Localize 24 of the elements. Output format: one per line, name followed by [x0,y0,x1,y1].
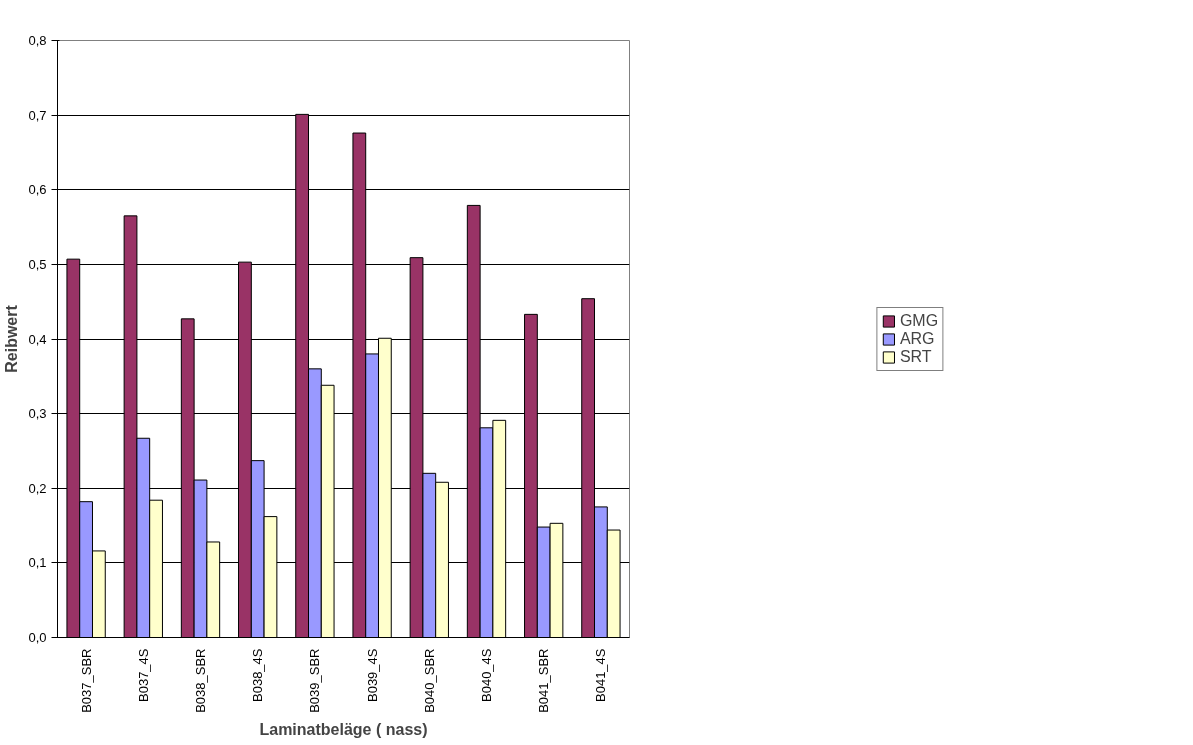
legend-label: SRT [899,347,932,366]
x-tick-label: B039_SBR [307,648,323,713]
legend-label: ARG [899,329,935,348]
y-tick-label: 0,6 [28,182,47,198]
x-tick-label: B040_4S [479,648,494,702]
x-axis-title: Laminatbeläge ( nass) [259,720,428,738]
y-tick-label: 0,2 [28,480,47,496]
legend-label: GMG [899,311,939,330]
y-tick-label: 0,3 [28,406,47,422]
x-tick-label: B037_4S [135,648,151,702]
y-axis-title: Reibwert [3,304,21,373]
x-tick-label: B038_SBR [193,648,208,713]
x-tick-label: B040_SBR [421,648,437,713]
y-tick-label: 0,7 [28,107,47,123]
x-tick-label: B038_4S [250,648,266,702]
x-tick-label: B037_SBR [78,648,94,713]
y-tick-label: 0,0 [28,630,47,645]
y-tick-label: 0,5 [28,256,47,272]
x-tick-label: B041_SBR [536,648,552,713]
x-tick-label: B039_4S [364,648,380,702]
x-tick-label: B041_4S [593,648,609,702]
y-tick-label: 0,1 [28,555,47,571]
y-tick-label: 0,4 [28,331,47,347]
y-tick-label: 0,8 [28,33,47,48]
